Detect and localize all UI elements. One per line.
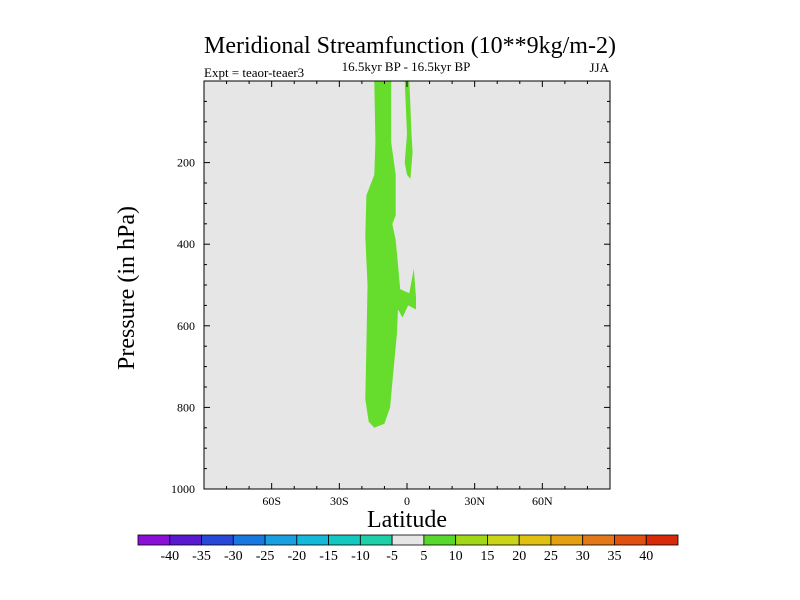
colorbar-swatch [550, 534, 584, 546]
colorbar-swatch [296, 534, 329, 546]
colorbar-swatch [137, 534, 171, 546]
colorbar-swatch [391, 534, 425, 546]
x-tick-labels: 60S 30S 0 30N 60N [262, 494, 553, 508]
colorbar-level-label: 35 [608, 549, 622, 564]
colorbar-swatch [455, 534, 488, 546]
colorbar-level-label: -5 [386, 549, 398, 564]
colorbar-level-label: -25 [256, 549, 275, 564]
colorbar-level-label: 20 [512, 549, 526, 564]
colorbar-level-label: -30 [224, 549, 243, 564]
colorbar-swatch [201, 534, 234, 546]
colorbar-swatch [232, 534, 266, 546]
colorbar-level-label: -35 [192, 549, 211, 564]
contour-layer [365, 81, 416, 428]
colorbar-level-label: 15 [480, 549, 494, 564]
x-tick-label: 60S [262, 494, 281, 508]
colorbar-level-label: -10 [351, 549, 370, 564]
colorbar: -40 -35 -30 -25 -20 -15 -10 -5 5 10 15 20 25 30 35 40 [137, 534, 679, 564]
y-tick-labels: 200 400 600 800 1000 [171, 156, 195, 496]
colorbar-level-label: -20 [287, 549, 306, 564]
colorbar-level-label: 25 [544, 549, 558, 564]
colorbar-level-label: 5 [420, 549, 427, 564]
period-label: 16.5kyr BP - 16.5kyr BP [342, 59, 471, 74]
colorbar-labels: -40 -35 -30 -25 -20 -15 -10 -5 5 10 15 20 25 30 35 40 [160, 549, 653, 564]
y-tick-label: 1000 [171, 482, 195, 496]
plot-area: 200 400 600 800 1000 60S 30S 0 30N 60N [171, 80, 611, 508]
contour-fill-region-1 [365, 81, 416, 428]
colorbar-level-label: 10 [449, 549, 463, 564]
tick-marks [203, 80, 611, 490]
colorbar-level-label: -40 [160, 549, 179, 564]
x-tick-label: 60N [532, 494, 553, 508]
colorbar-swatch [487, 534, 520, 546]
x-tick-label: 30N [464, 494, 485, 508]
colorbar-swatch [423, 534, 457, 546]
colorbar-swatch [169, 534, 202, 546]
contour-fill-region-2 [404, 81, 413, 179]
colorbar-swatch [614, 534, 647, 546]
colorbar-swatch [328, 534, 361, 546]
colorbar-swatch [645, 534, 679, 546]
colorbar-swatch [359, 534, 393, 546]
y-tick-label: 400 [177, 237, 195, 251]
chart-title: Meridional Streamfunction (10**9kg/m-2) [204, 33, 616, 59]
x-axis-title: Latitude [367, 507, 447, 533]
x-tick-label: 0 [404, 494, 410, 508]
colorbar-swatch [264, 534, 298, 546]
colorbar-level-label: 30 [576, 549, 590, 564]
y-axis-title: Pressure (in hPa) [114, 206, 140, 370]
y-tick-label: 600 [177, 319, 195, 333]
colorbar-level-label: 40 [639, 549, 653, 564]
y-tick-label: 800 [177, 400, 195, 414]
colorbar-boxes [137, 534, 679, 546]
y-tick-label: 200 [177, 156, 195, 170]
season-label: JJA [589, 60, 609, 75]
colorbar-swatch [518, 534, 552, 546]
x-tick-label: 30S [330, 494, 349, 508]
colorbar-level-label: -15 [319, 549, 338, 564]
colorbar-swatch [582, 534, 615, 546]
experiment-label: Expt = teaor-teaer3 [204, 65, 304, 80]
